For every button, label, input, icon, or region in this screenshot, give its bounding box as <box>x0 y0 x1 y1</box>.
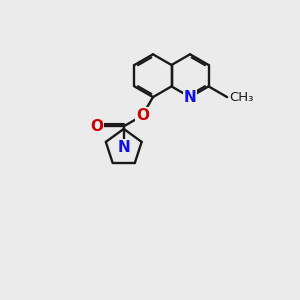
Text: O: O <box>90 119 103 134</box>
Text: CH₃: CH₃ <box>230 91 254 104</box>
Text: O: O <box>136 108 149 123</box>
Text: N: N <box>117 140 130 155</box>
Text: N: N <box>184 90 196 105</box>
